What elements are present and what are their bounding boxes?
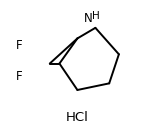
Text: N: N xyxy=(83,12,92,25)
Text: HCl: HCl xyxy=(66,111,89,124)
Text: F: F xyxy=(16,38,23,52)
Text: H: H xyxy=(92,11,100,21)
Text: F: F xyxy=(16,70,23,83)
